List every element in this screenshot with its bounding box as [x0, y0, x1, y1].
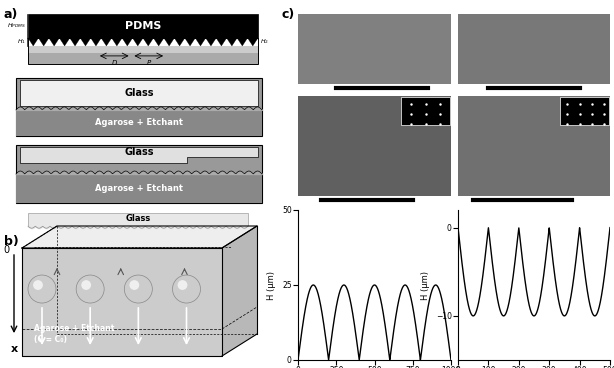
Bar [16, 78, 262, 136]
Polygon shape [112, 38, 122, 46]
Polygon shape [195, 38, 206, 46]
Bar [22, 248, 222, 356]
Text: 0: 0 [4, 245, 10, 255]
Circle shape [28, 275, 56, 303]
Text: Agarose + Etchant: Agarose + Etchant [95, 118, 183, 127]
Text: x: x [10, 344, 18, 354]
Bar [560, 97, 609, 125]
Polygon shape [154, 38, 164, 46]
Text: c): c) [282, 8, 295, 21]
Polygon shape [247, 38, 258, 46]
Y-axis label: H (μm): H (μm) [421, 270, 430, 300]
Polygon shape [164, 38, 174, 46]
Bar [28, 46, 258, 64]
Polygon shape [216, 38, 227, 46]
Polygon shape [227, 38, 237, 46]
Text: $H_1$: $H_1$ [17, 38, 26, 46]
Bar [28, 46, 258, 53]
Bar [28, 38, 258, 64]
Bar [28, 213, 248, 226]
Y-axis label: H (μm): H (μm) [268, 270, 276, 300]
Polygon shape [101, 38, 112, 46]
Circle shape [124, 275, 152, 303]
Polygon shape [22, 334, 257, 356]
Polygon shape [143, 38, 154, 46]
Circle shape [130, 280, 139, 290]
Bar [16, 110, 262, 136]
Bar [298, 96, 451, 196]
Text: Glass: Glass [125, 214, 150, 223]
Polygon shape [185, 38, 195, 46]
Text: b): b) [4, 235, 19, 248]
Polygon shape [222, 226, 257, 356]
Text: Agarose + Etchant: Agarose + Etchant [95, 184, 183, 193]
Bar [401, 97, 450, 125]
Polygon shape [91, 38, 101, 46]
Polygon shape [80, 38, 91, 46]
Polygon shape [174, 38, 185, 46]
Polygon shape [133, 38, 143, 46]
Circle shape [81, 280, 91, 290]
Bar [458, 96, 610, 196]
Text: a): a) [4, 8, 18, 21]
Circle shape [76, 275, 104, 303]
Bar [28, 14, 258, 38]
Text: PDMS: PDMS [125, 21, 161, 31]
Text: $H_2$: $H_2$ [260, 38, 269, 46]
Polygon shape [22, 226, 257, 248]
Circle shape [177, 280, 187, 290]
Text: $H_{PDMS}$: $H_{PDMS}$ [7, 22, 26, 31]
Polygon shape [28, 38, 39, 46]
Text: P: P [147, 60, 151, 66]
Bar [458, 14, 610, 84]
Text: D: D [112, 60, 117, 66]
Bar [16, 145, 262, 203]
Polygon shape [20, 147, 258, 163]
Bar [16, 174, 262, 203]
Polygon shape [70, 38, 80, 46]
Polygon shape [206, 38, 216, 46]
Polygon shape [60, 38, 70, 46]
Circle shape [33, 280, 43, 290]
Polygon shape [122, 38, 133, 46]
Bar [298, 14, 451, 84]
Polygon shape [49, 38, 60, 46]
Text: Agarose + Etchant
(C = C₀): Agarose + Etchant (C = C₀) [34, 324, 114, 344]
Text: Glass: Glass [124, 88, 154, 98]
Polygon shape [237, 38, 247, 46]
Text: Glass: Glass [124, 147, 154, 157]
Bar [20, 80, 258, 106]
Polygon shape [39, 38, 49, 46]
Circle shape [173, 275, 201, 303]
